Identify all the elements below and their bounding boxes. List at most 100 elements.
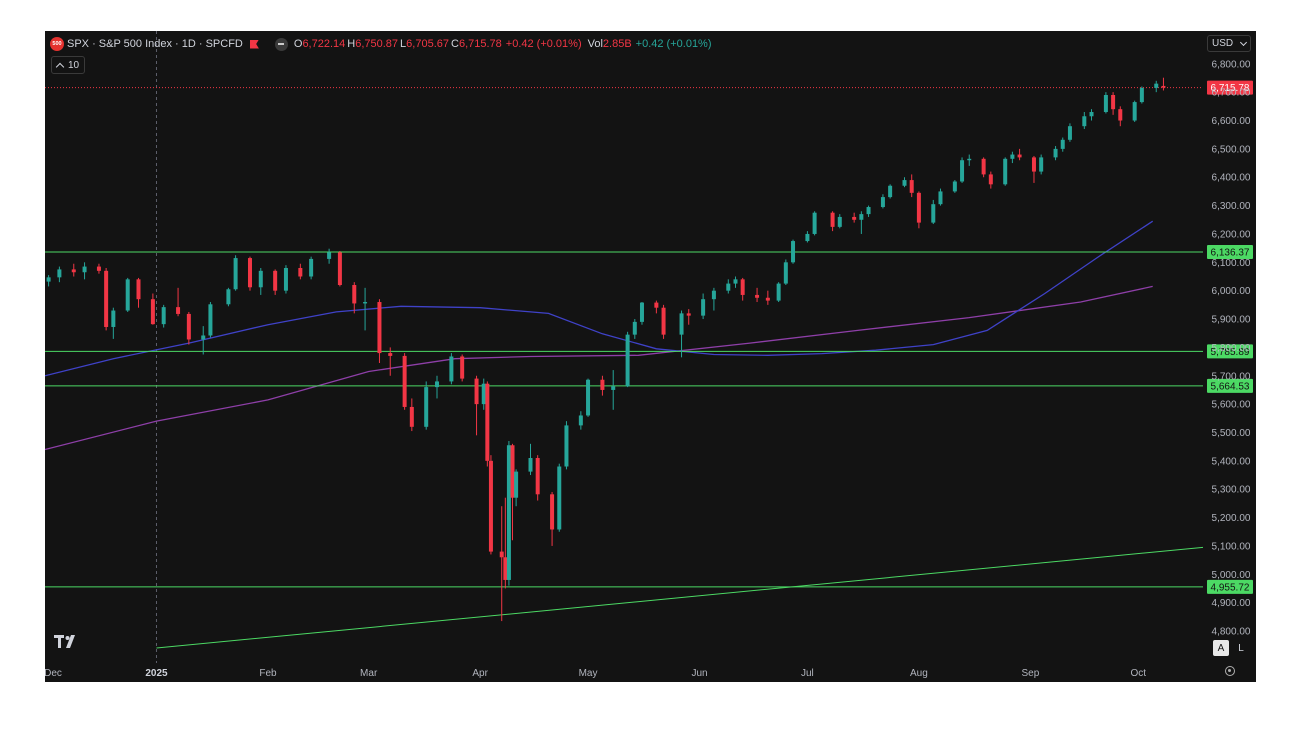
candle (503, 497, 508, 589)
candle-body (104, 270, 109, 327)
candle-body (1039, 157, 1044, 172)
log-scale-button[interactable]: L (1238, 642, 1244, 654)
ma-blue-line (45, 220, 1154, 377)
candle (434, 375, 439, 399)
y-tick-label: 6,400.00 (1212, 173, 1251, 184)
vol-change: +0.42 (+0.01%) (635, 38, 712, 50)
candle-body (812, 212, 817, 234)
candle-body (852, 216, 857, 220)
candle (409, 398, 414, 432)
flag-icon[interactable] (249, 39, 259, 49)
candle-body (474, 378, 479, 405)
candle (564, 421, 569, 470)
candle-body (600, 379, 605, 390)
candle (1082, 112, 1087, 130)
candle (1139, 86, 1144, 104)
currency-select[interactable]: USD (1207, 35, 1251, 52)
candle (1161, 77, 1166, 91)
candle (805, 231, 810, 243)
x-tick-label: 2025 (145, 668, 168, 679)
candle (57, 266, 62, 283)
candle-body (363, 302, 368, 304)
candle (176, 287, 181, 317)
candle (812, 211, 817, 236)
candle-body (733, 279, 738, 284)
candle-body (988, 174, 993, 185)
level-label: 5,785.89 (1211, 347, 1250, 358)
candle-body (1003, 158, 1008, 185)
candle-body (481, 383, 486, 405)
candle-body (740, 279, 745, 295)
candle (1111, 92, 1116, 115)
candle (1067, 123, 1072, 142)
candle (852, 212, 857, 223)
candle (931, 199, 936, 225)
candle (916, 191, 921, 229)
candle-body (434, 381, 439, 388)
y-tick-label: 6,800.00 (1212, 59, 1251, 70)
hide-icon[interactable] (274, 37, 288, 51)
candle (327, 248, 332, 264)
candle-body (776, 283, 781, 301)
candle-body (639, 302, 644, 322)
candle-body (233, 258, 238, 290)
y-tick-label: 5,000.00 (1212, 570, 1251, 581)
candle (161, 304, 166, 328)
moving-averages (45, 220, 1154, 451)
candle (46, 275, 51, 287)
candle (510, 443, 515, 541)
candle (363, 287, 368, 331)
candle (679, 310, 684, 358)
candle-body (208, 304, 213, 336)
candle-body (136, 279, 141, 300)
candle (535, 455, 540, 501)
candle-body (499, 551, 504, 558)
candle-body (283, 267, 288, 291)
price-chart[interactable]: 6,136.37 5,785.89 5,664.53 4,955.72 6,715.78… (45, 31, 1256, 682)
x-tick-label: Mar (360, 668, 378, 679)
x-tick-label: Jul (801, 668, 814, 679)
candle-body (503, 557, 508, 580)
candle-body (679, 313, 684, 335)
candle (125, 277, 130, 312)
auto-scale-button[interactable]: A (1213, 640, 1229, 656)
indicators-toggle[interactable]: 10 (51, 56, 86, 74)
x-tick-label: May (579, 668, 598, 679)
candle-body (226, 289, 231, 305)
candle-body (176, 307, 181, 314)
level-label: 6,136.37 (1211, 248, 1250, 259)
candle (859, 211, 864, 234)
candle-body (711, 290, 716, 300)
candle (733, 276, 738, 288)
candle-body (1161, 85, 1166, 88)
candle (625, 331, 630, 388)
axes: 4,800.00 4,900.00 5,000.00 5,100.00 5,200.00… (45, 59, 1251, 679)
candle (830, 211, 835, 232)
candle (402, 353, 407, 410)
change-value: +0.42 (+0.01%) (505, 38, 582, 50)
tradingview-logo-icon[interactable] (54, 635, 80, 649)
candle (474, 375, 479, 436)
y-tick-label: 5,600.00 (1212, 400, 1251, 411)
candle-body (111, 310, 116, 327)
level-label: 4,955.72 (1211, 582, 1250, 593)
candle-body (564, 425, 569, 467)
candle (233, 255, 238, 291)
candle-body (402, 355, 407, 407)
candle-body (981, 158, 986, 175)
candle-body (1067, 126, 1072, 140)
x-tick-label: Sep (1021, 668, 1039, 679)
symbol-title[interactable]: SPX · S&P 500 Index · 1D · SPCFD (67, 38, 243, 50)
candle (837, 214, 842, 229)
candle-body (82, 266, 87, 273)
candle-body (866, 207, 871, 215)
candle-body (783, 262, 788, 284)
candle (82, 262, 87, 280)
candle (481, 378, 486, 410)
settings-gear-icon[interactable] (1225, 666, 1235, 676)
candle (136, 277, 141, 308)
open-label: O (293, 38, 303, 50)
candle-body (273, 270, 278, 291)
candle-body (1132, 102, 1137, 121)
candle-body (791, 241, 796, 263)
